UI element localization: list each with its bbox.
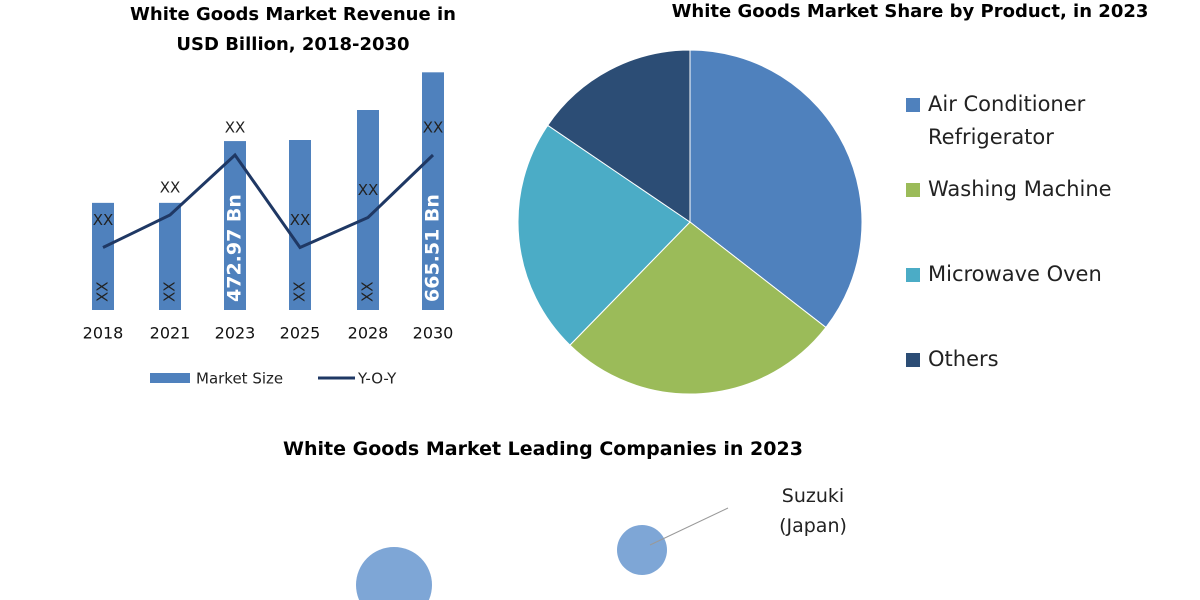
x-tick-label: 2028	[348, 324, 389, 343]
line-value-label: XX	[290, 211, 311, 229]
legend-label: Air Conditioner Refrigerator	[928, 92, 1086, 149]
chart-title: White Goods Market Leading Companies in …	[283, 438, 803, 460]
legend-swatch	[906, 268, 920, 282]
legend-label: Microwave Oven	[928, 262, 1102, 286]
yoy-line	[102, 152, 435, 250]
pie-slice	[689, 49, 863, 329]
legend-label: Washing Machine	[928, 177, 1112, 201]
bar-value-label: XX	[359, 281, 377, 302]
x-tick-label: 2023	[215, 324, 256, 343]
pie-slice	[517, 124, 691, 346]
x-tick-label: 2025	[280, 324, 321, 343]
legend-swatch	[150, 373, 190, 383]
bar-value-label: XX	[291, 281, 309, 302]
bar	[92, 202, 114, 310]
x-tick-label: 2030	[413, 324, 454, 343]
x-tick-label: 2021	[150, 324, 191, 343]
bar	[289, 140, 311, 310]
leader-line	[649, 507, 729, 546]
line-value-label: XX	[225, 119, 246, 137]
chart-title: White Goods Market Share by Product, in …	[671, 1, 1149, 22]
bar-value-label: 665.51 Bn	[422, 194, 444, 302]
bar	[357, 110, 379, 310]
legend-swatch	[906, 353, 920, 367]
line-value-label: XX	[93, 211, 114, 229]
pie-slice	[547, 49, 691, 223]
pie-slice	[569, 221, 827, 395]
line-value-label: XX	[358, 181, 379, 199]
company-bubble	[356, 547, 432, 600]
bar-value-label: XX	[94, 281, 112, 302]
bar-value-label: XX	[161, 281, 179, 302]
x-tick-label: 2018	[83, 324, 124, 343]
line-value-label: XX	[423, 119, 444, 137]
chart-title: White Goods Market Revenue in USD Billio…	[130, 4, 456, 55]
legend-label: Y-O-Y	[357, 370, 397, 388]
legend-label: Others	[928, 347, 999, 371]
company-label: Suzuki (Japan)	[779, 485, 847, 537]
bar	[422, 72, 444, 310]
legend-label: Market Size	[196, 370, 283, 388]
legend-swatch	[906, 98, 920, 112]
company-bubble	[617, 525, 667, 575]
line-value-label: XX	[160, 179, 181, 197]
bar-value-label: 472.97 Bn	[224, 194, 246, 302]
bar	[224, 141, 246, 310]
legend-swatch	[906, 183, 920, 197]
bar	[159, 202, 181, 310]
